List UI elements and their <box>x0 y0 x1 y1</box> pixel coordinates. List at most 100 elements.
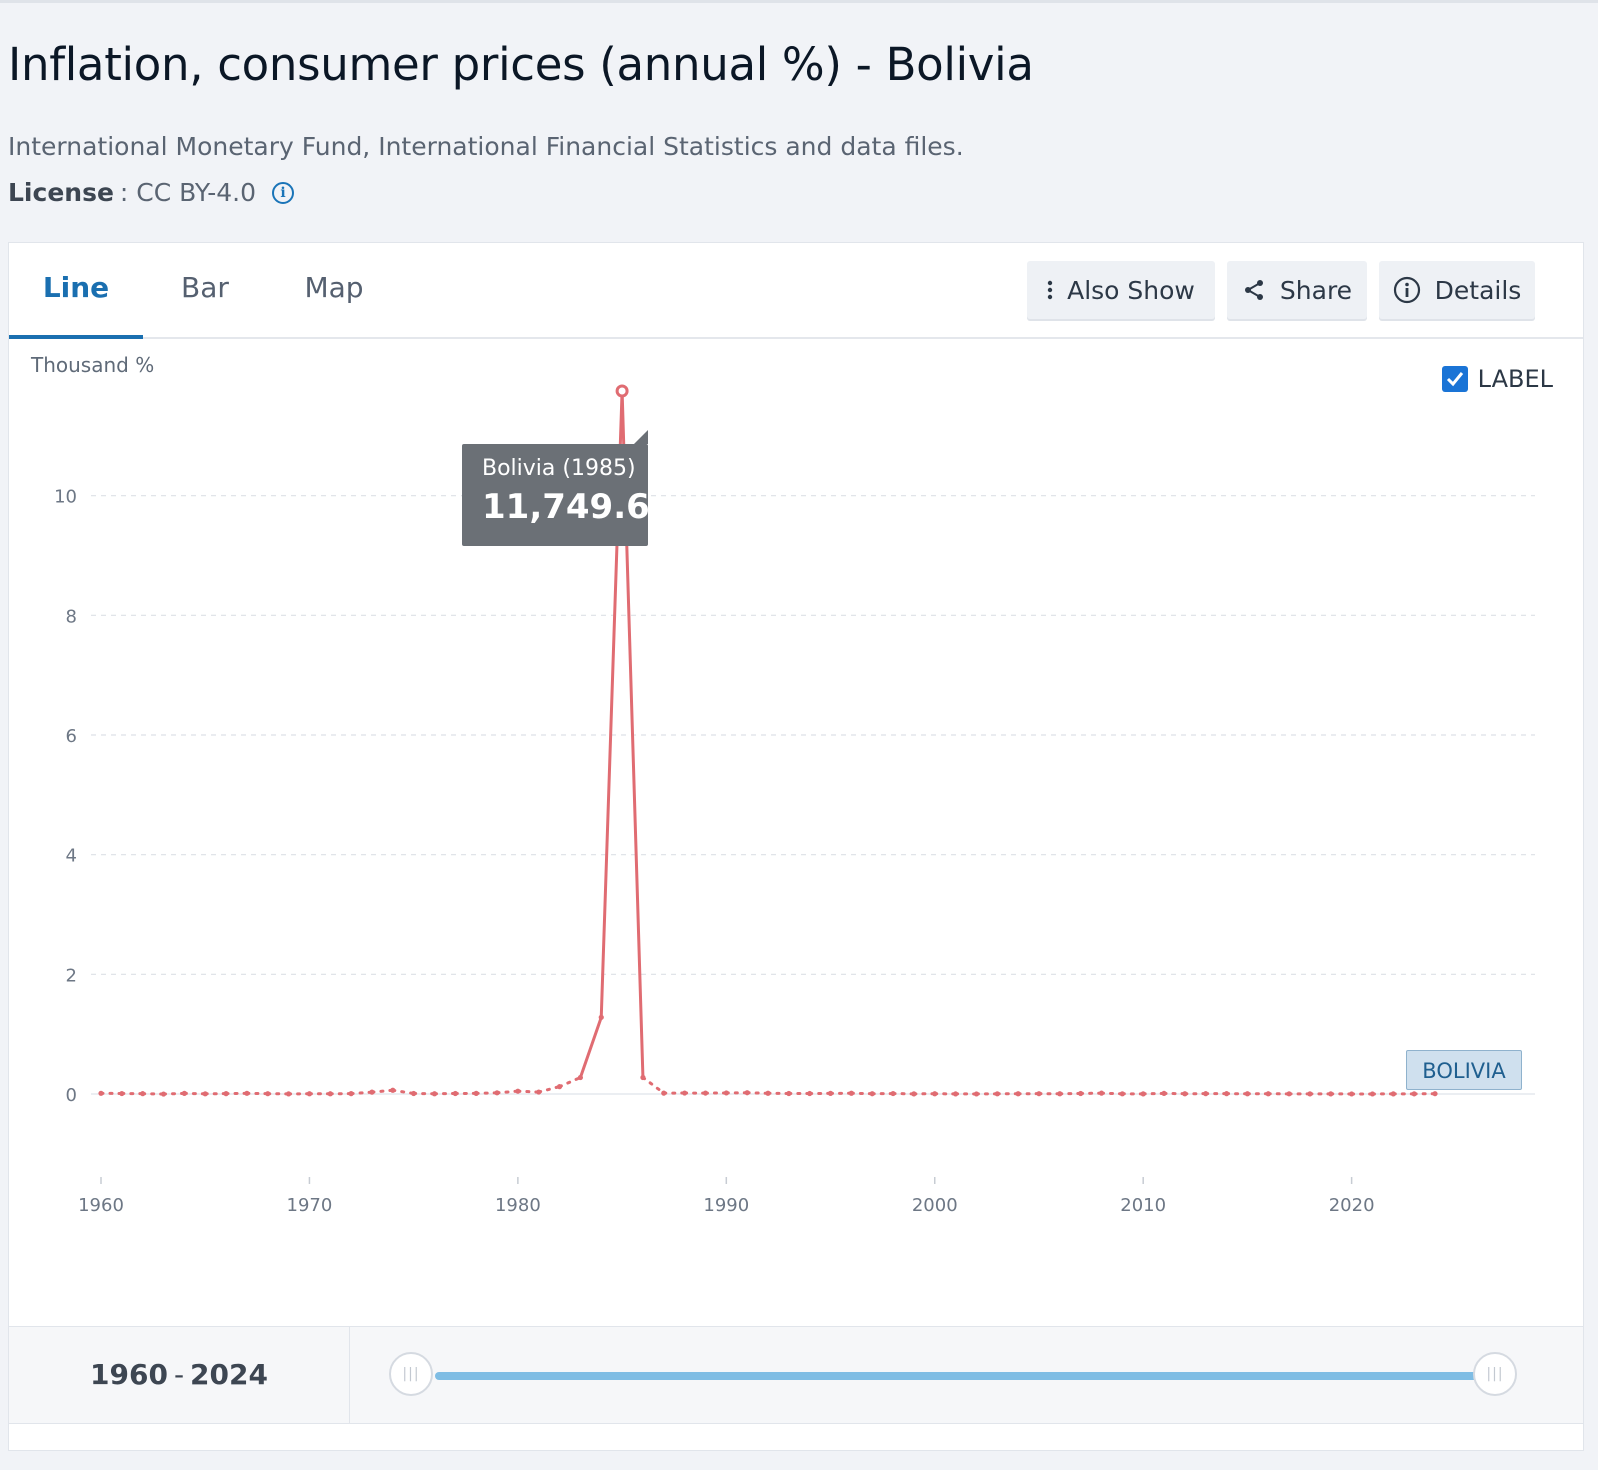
label-toggle-text: LABEL <box>1477 365 1553 393</box>
chart-tooltip: Bolivia (1985) 11,749.6 <box>462 430 650 546</box>
data-point <box>869 1091 875 1097</box>
data-point <box>1349 1091 1355 1097</box>
data-point <box>1244 1091 1251 1097</box>
data-point <box>1119 1091 1125 1097</box>
data-point <box>1078 1090 1084 1097</box>
share-button[interactable]: Share <box>1227 261 1367 319</box>
series-line-segment <box>745 1091 770 1095</box>
data-point <box>1015 1091 1021 1097</box>
line-chart: 0 2 4 6 8 10 1960 1970 1980 1990 2000 2010 2020 <box>54 384 1535 1216</box>
slider-handle-end[interactable]: ||| <box>1473 1352 1517 1396</box>
series-line-segment <box>391 1088 416 1096</box>
chart-card: Line Bar Map Also Show Share <box>8 242 1584 1451</box>
data-point <box>911 1091 917 1097</box>
data-point <box>202 1091 208 1097</box>
x-tick-label: 1970 <box>287 1195 333 1216</box>
data-point <box>265 1091 271 1097</box>
data-point <box>390 1087 396 1093</box>
series-line-segment <box>558 1076 582 1089</box>
series-line-segment <box>516 1089 541 1094</box>
label-toggle[interactable]: LABEL <box>1441 365 1553 393</box>
data-point <box>1265 1091 1271 1097</box>
data-point <box>952 1091 959 1097</box>
series-line-segment <box>370 1088 395 1094</box>
share-icon <box>1242 278 1266 302</box>
data-point <box>598 1014 604 1020</box>
data-point <box>1203 1091 1209 1097</box>
tab-map[interactable]: Map <box>304 271 364 304</box>
slider-handle-start[interactable]: ||| <box>389 1352 433 1396</box>
y-tick-label: 0 <box>66 1085 77 1106</box>
data-point <box>640 1074 646 1081</box>
data-point <box>661 1090 667 1096</box>
data-point <box>1307 1091 1313 1097</box>
data-point <box>1140 1091 1146 1097</box>
x-tick-label: 2000 <box>912 1195 958 1216</box>
y-tick-label: 10 <box>54 487 77 508</box>
x-tick-label: 1990 <box>703 1195 749 1216</box>
data-point <box>994 1091 1000 1097</box>
share-label: Share <box>1279 275 1353 305</box>
highlight-point <box>615 384 629 398</box>
data-point <box>890 1090 896 1097</box>
data-point <box>306 1091 313 1097</box>
year-range-slider[interactable] <box>435 1372 1495 1380</box>
top-divider <box>0 0 1598 3</box>
data-point <box>1057 1091 1063 1097</box>
series-line-segment <box>1100 1091 1124 1096</box>
info-circle-icon[interactable]: i <box>272 181 295 204</box>
year-range-bar: 1960-2024 ||| ||| <box>8 1326 1584 1424</box>
data-point <box>1390 1091 1396 1097</box>
data-point <box>765 1090 771 1096</box>
data-point <box>723 1090 729 1096</box>
details-button[interactable]: Details <box>1379 261 1535 319</box>
data-point <box>160 1091 167 1097</box>
data-point <box>452 1090 458 1097</box>
page-title: Inflation, consumer prices (annual %) - … <box>8 38 1034 91</box>
kebab-menu-icon <box>1047 280 1053 300</box>
details-label: Details <box>1434 275 1522 305</box>
data-point <box>536 1089 542 1095</box>
series-line-segment <box>474 1091 499 1095</box>
checkbox-checked-icon[interactable] <box>1441 366 1468 392</box>
tab-bar[interactable]: Bar <box>181 271 229 304</box>
series-label-bolivia: BOLIVIA <box>1406 1050 1522 1090</box>
data-point <box>827 1090 834 1096</box>
tooltip-value: 11,749.6 <box>482 487 650 527</box>
data-point <box>431 1091 438 1097</box>
data-point <box>932 1091 938 1097</box>
series-line-segment <box>162 1091 186 1096</box>
data-point <box>556 1084 563 1090</box>
year-range-text: 1960-2024 <box>9 1327 350 1423</box>
range-end: 2024 <box>190 1358 268 1391</box>
data-point <box>119 1090 125 1097</box>
tooltip-title: Bolivia (1985) <box>482 456 636 481</box>
data-point <box>973 1091 980 1097</box>
data-point <box>1098 1090 1105 1096</box>
x-tick-label: 2010 <box>1120 1195 1166 1216</box>
data-point <box>1328 1091 1334 1097</box>
license-line: License : CC BY-4.0 i <box>8 178 295 207</box>
data-point <box>515 1088 521 1094</box>
also-show-label: Also Show <box>1067 275 1195 305</box>
data-point <box>494 1090 500 1096</box>
y-axis-unit-label: Thousand % <box>31 353 155 377</box>
data-point <box>702 1090 709 1096</box>
chart-tabs: Line Bar Map Also Show Share <box>9 243 1583 339</box>
also-show-button[interactable]: Also Show <box>1027 261 1215 319</box>
data-point <box>1432 1091 1438 1097</box>
data-point <box>181 1090 187 1096</box>
data-point <box>327 1091 333 1097</box>
data-point <box>223 1090 229 1097</box>
series-line-segment <box>537 1085 562 1094</box>
data-point <box>348 1091 354 1097</box>
data-point <box>1036 1091 1042 1097</box>
data-point <box>285 1091 292 1097</box>
y-tick-label: 2 <box>66 965 77 986</box>
data-point <box>140 1091 146 1097</box>
data-point <box>369 1089 375 1095</box>
series-line-segment <box>349 1090 374 1096</box>
tab-line[interactable]: Line <box>9 243 143 339</box>
data-point <box>1223 1091 1230 1097</box>
data-point <box>1369 1091 1376 1097</box>
